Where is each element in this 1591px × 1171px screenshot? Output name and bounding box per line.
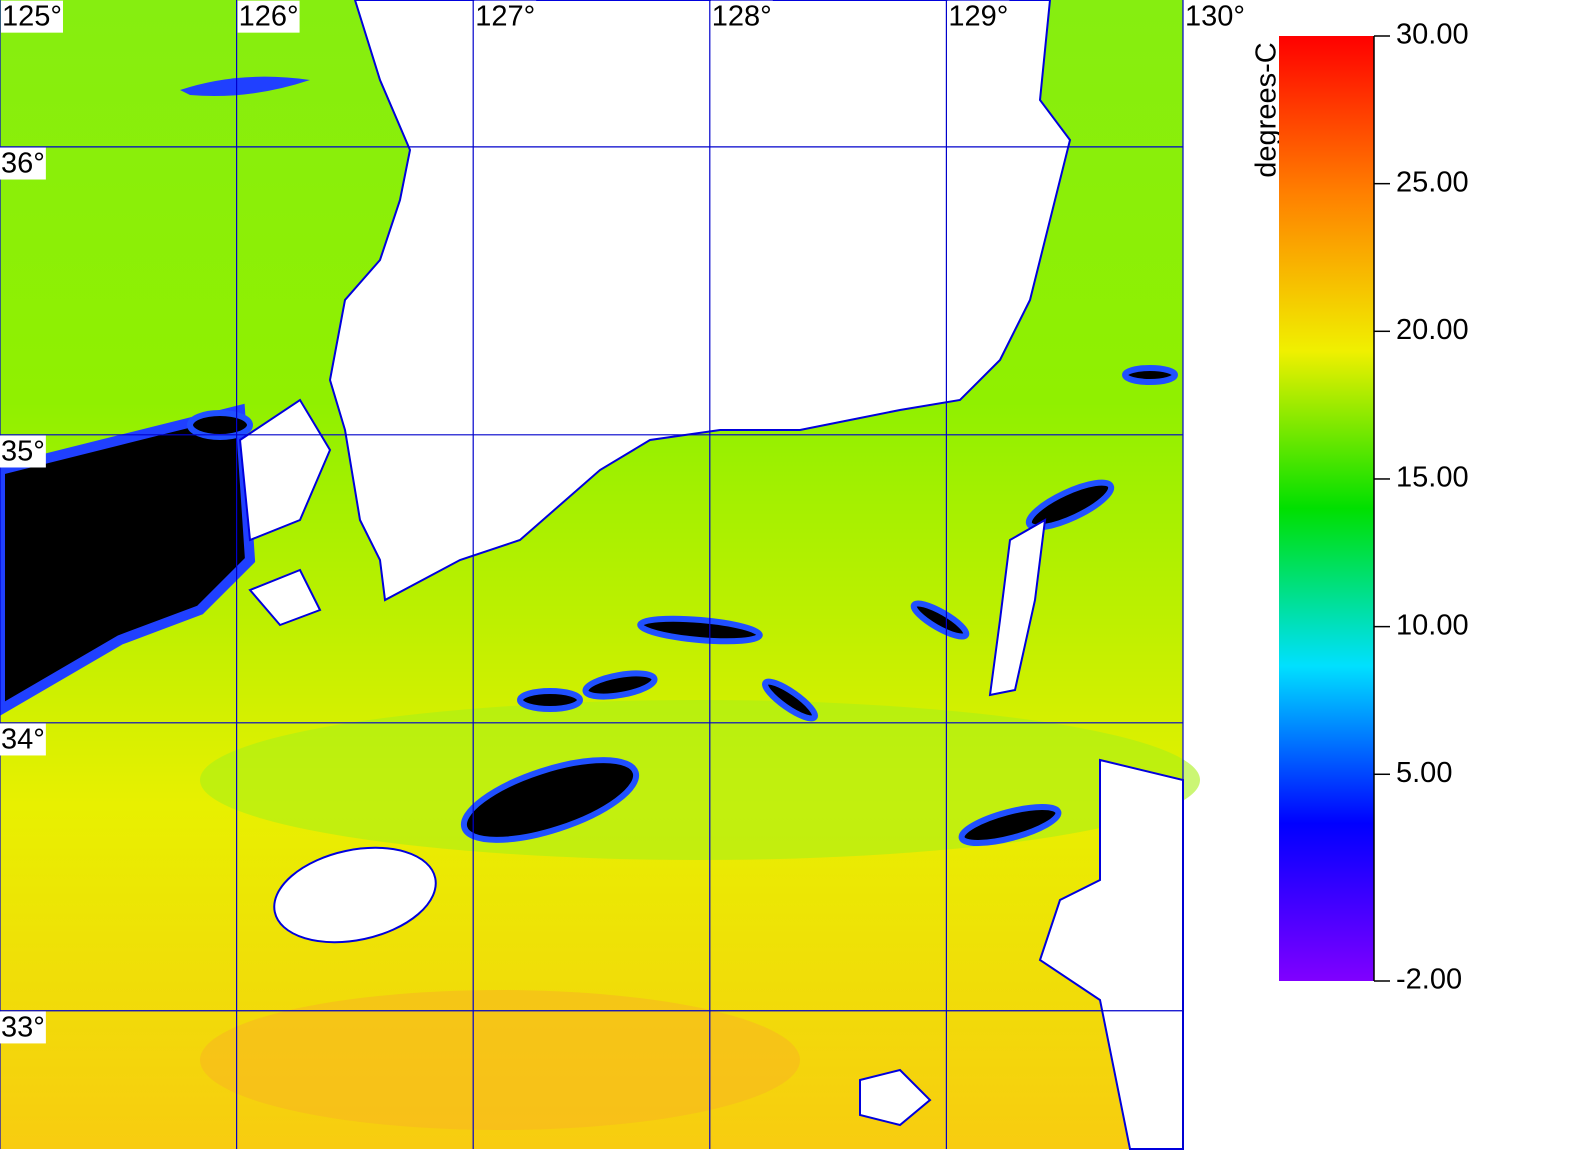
map-image bbox=[0, 0, 1200, 1150]
cold-patch bbox=[180, 76, 310, 96]
longitude-label: 126° bbox=[239, 1, 299, 33]
label-background bbox=[0, 147, 46, 180]
warm-area bbox=[200, 990, 800, 1130]
label-background bbox=[947, 0, 1010, 33]
label-background bbox=[1184, 0, 1246, 33]
label-background bbox=[0, 723, 46, 756]
label-background bbox=[0, 1011, 46, 1044]
label-background bbox=[1, 0, 63, 33]
longitude-label: 125° bbox=[2, 1, 62, 33]
longitude-label: 128° bbox=[712, 1, 772, 33]
sea-band bbox=[200, 700, 1200, 860]
colorbar bbox=[1279, 36, 1374, 981]
latitude-label: 36° bbox=[1, 148, 45, 180]
label-background bbox=[474, 0, 537, 33]
latitude-label: 34° bbox=[1, 723, 45, 755]
land bbox=[238, 0, 1184, 1150]
label-background bbox=[710, 0, 773, 33]
longitude-label: 130° bbox=[1185, 1, 1245, 33]
longitude-label: 127° bbox=[475, 1, 535, 33]
longitude-label: 129° bbox=[948, 1, 1008, 33]
colorbar-tick-label: 20.00 bbox=[1396, 314, 1469, 346]
cold-patches bbox=[187, 365, 1178, 847]
latitude-label: 33° bbox=[1, 1011, 45, 1043]
latitude-label: 35° bbox=[1, 435, 45, 467]
colorbar-tick-label: -2.00 bbox=[1396, 964, 1462, 996]
colorbar-label: degrees-C bbox=[1251, 42, 1283, 177]
colorbar-tick-label: 30.00 bbox=[1396, 19, 1469, 51]
colorbar-tick-label: 10.00 bbox=[1396, 609, 1469, 641]
colorbar-tick-label: 15.00 bbox=[1396, 462, 1469, 494]
colorbar-tick-label: 5.00 bbox=[1396, 757, 1452, 789]
label-background bbox=[0, 435, 46, 468]
colorbar-tick-label: 25.00 bbox=[1396, 166, 1469, 198]
label-background bbox=[237, 0, 300, 33]
